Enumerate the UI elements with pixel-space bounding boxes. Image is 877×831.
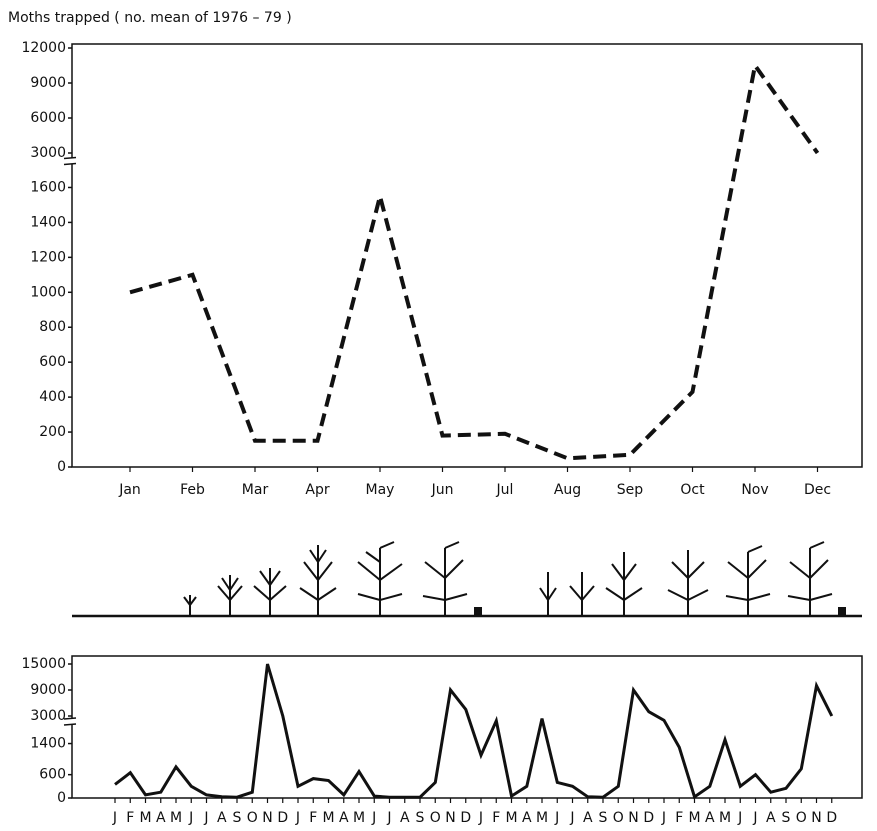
axis-break [64, 164, 76, 165]
x-tick-label: Jun [431, 482, 454, 498]
y-tick-label: 1000 [30, 284, 66, 300]
x-tick-label: A [339, 810, 349, 826]
y-tick-label: 3000 [30, 708, 66, 724]
x-tick-label: Jul [496, 482, 514, 498]
y-tick-label: 1400 [30, 214, 66, 230]
y-tick-label: 3000 [30, 145, 66, 161]
y-tick-label: 1200 [30, 249, 66, 265]
x-tick-label: O [613, 810, 624, 826]
x-tick-label: N [811, 810, 821, 826]
x-tick-label: Dec [804, 482, 831, 498]
x-tick-label: A [766, 810, 776, 826]
x-tick-label: S [416, 810, 425, 826]
axis-break [64, 718, 76, 719]
x-tick-label: M [322, 810, 334, 826]
x-tick-label: Mar [242, 482, 269, 498]
x-tick-label: O [430, 810, 441, 826]
x-tick-label: Feb [180, 482, 205, 498]
x-tick-label: M [139, 810, 151, 826]
y-tick-label: 9000 [30, 75, 66, 91]
y-tick-label: 15000 [21, 656, 66, 672]
x-tick-label: J [203, 810, 208, 826]
x-tick-label: A [522, 810, 532, 826]
y-tick-label: 12000 [21, 40, 66, 56]
x-tick-label: F [126, 810, 134, 826]
x-tick-label: D [826, 810, 837, 826]
plot-frame [72, 44, 862, 467]
x-tick-label: M [170, 810, 182, 826]
y-tick-label: 0 [57, 790, 66, 806]
y-tick-label: 800 [39, 319, 66, 335]
x-tick-label: J [112, 810, 117, 826]
x-tick-label: M [688, 810, 700, 826]
x-tick-label: J [554, 810, 559, 826]
x-tick-label: J [752, 810, 757, 826]
x-tick-label: May [366, 482, 395, 498]
x-tick-label: M [536, 810, 548, 826]
x-tick-label: F [309, 810, 317, 826]
plot-frame [72, 656, 862, 798]
x-tick-label: Nov [741, 482, 768, 498]
data-line [130, 66, 818, 459]
x-tick-label: A [400, 810, 410, 826]
x-tick-label: D [643, 810, 654, 826]
x-tick-label: M [505, 810, 517, 826]
y-tick-label: 9000 [30, 682, 66, 698]
x-tick-label: O [247, 810, 258, 826]
data-line [115, 664, 832, 797]
x-tick-label: Apr [305, 482, 329, 498]
x-tick-label: M [353, 810, 365, 826]
x-tick-label: S [782, 810, 791, 826]
x-tick-label: Aug [554, 482, 581, 498]
x-tick-label: D [460, 810, 471, 826]
x-tick-label: S [599, 810, 608, 826]
x-tick-label: J [569, 810, 574, 826]
x-tick-label: J [188, 810, 193, 826]
x-tick-label: D [277, 810, 288, 826]
chart-title: Moths trapped ( no. mean of 1976 – 79 ) [8, 10, 292, 26]
crop-illustration [72, 542, 862, 616]
chart: Moths trapped ( no. mean of 1976 – 79 ) … [0, 0, 877, 831]
x-tick-label: J [295, 810, 300, 826]
y-tick-label: 600 [39, 767, 66, 783]
x-tick-label: F [492, 810, 500, 826]
x-tick-label: N [262, 810, 272, 826]
x-tick-label: A [705, 810, 715, 826]
x-tick-label: J [371, 810, 376, 826]
x-tick-label: J [478, 810, 483, 826]
x-tick-label: Jan [118, 482, 141, 498]
x-tick-label: F [675, 810, 683, 826]
y-tick-label: 0 [57, 459, 66, 475]
y-tick-label: 6000 [30, 110, 66, 126]
x-tick-label: J [661, 810, 666, 826]
axis-break [64, 158, 76, 159]
x-tick-label: A [217, 810, 227, 826]
x-tick-label: Oct [680, 482, 705, 498]
x-tick-label: A [156, 810, 166, 826]
y-tick-label: 600 [39, 354, 66, 370]
x-tick-label: J [386, 810, 391, 826]
x-tick-label: N [628, 810, 638, 826]
y-tick-label: 400 [39, 389, 66, 405]
x-tick-label: O [796, 810, 807, 826]
x-tick-label: Sep [617, 482, 644, 498]
y-tick-label: 1400 [30, 736, 66, 752]
x-tick-label: J [737, 810, 742, 826]
y-tick-label: 1600 [30, 179, 66, 195]
x-tick-label: N [445, 810, 455, 826]
y-tick-label: 200 [39, 424, 66, 440]
x-tick-label: S [233, 810, 242, 826]
x-tick-label: M [719, 810, 731, 826]
axis-break [64, 724, 76, 725]
x-tick-label: A [583, 810, 593, 826]
